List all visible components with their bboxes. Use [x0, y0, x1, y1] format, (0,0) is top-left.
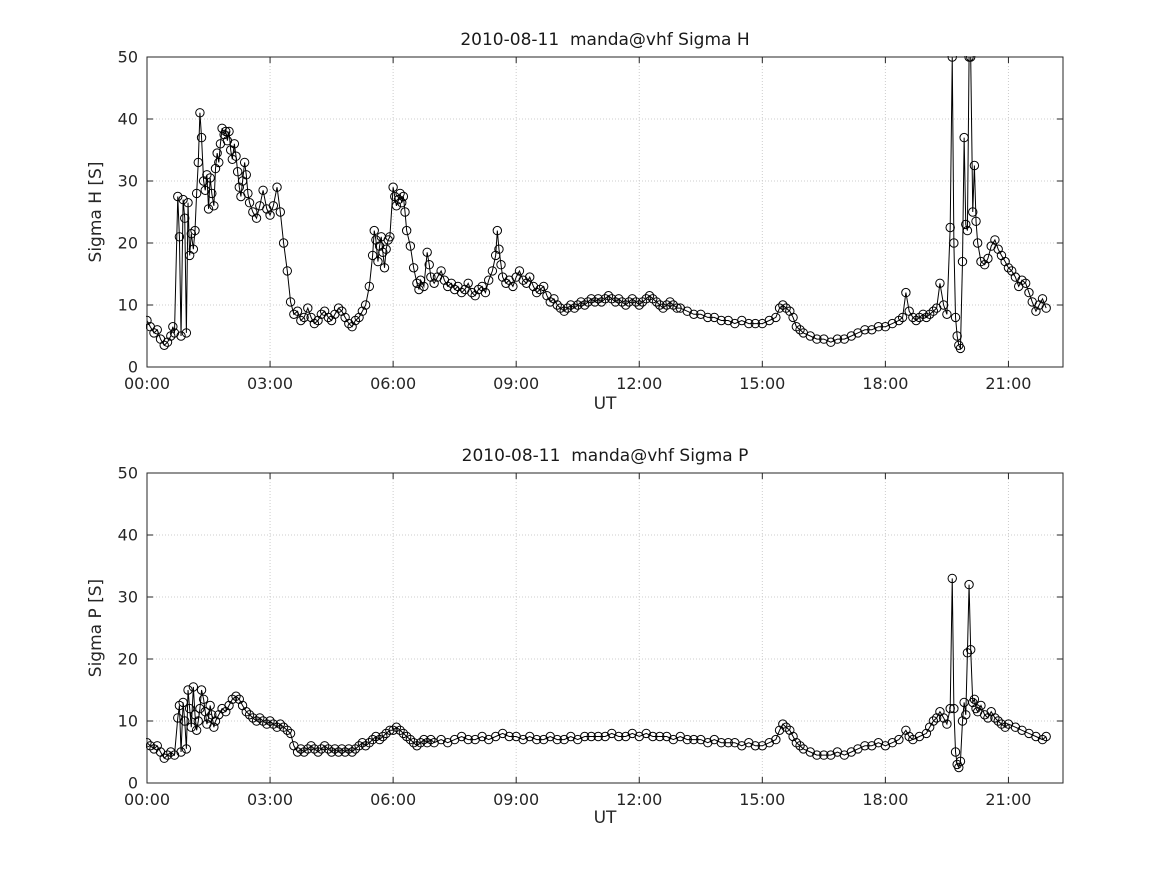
svg-text:09:00: 09:00 [493, 790, 539, 809]
svg-text:10: 10 [118, 712, 138, 731]
sigma-h-chart: 00:00 03:00 06:00 09:00 12:00 15:00 18:00 21:00… [118, 48, 1064, 393]
svg-text:50: 50 [118, 48, 138, 67]
svg-text:15:00: 15:00 [739, 374, 785, 393]
svg-text:0: 0 [128, 774, 138, 793]
sigma-p-chart: 00:00 03:00 06:00 09:00 12:00 15:00 18:00 21:00… [118, 464, 1064, 809]
svg-text:10: 10 [118, 296, 138, 315]
svg-text:40: 40 [118, 526, 138, 545]
svg-text:40: 40 [118, 110, 138, 129]
svg-text:21:00: 21:00 [985, 374, 1031, 393]
sigma-h-title: 2010-08-11 manda@vhf Sigma H [460, 30, 750, 50]
svg-text:00:00: 00:00 [124, 790, 170, 809]
sigma-p-x-axis-label: UT [593, 808, 617, 828]
svg-text:15:00: 15:00 [739, 790, 785, 809]
svg-text:12:00: 12:00 [616, 790, 662, 809]
sigma-p-title: 2010-08-11 manda@vhf Sigma P [461, 446, 749, 466]
svg-text:03:00: 03:00 [247, 790, 293, 809]
svg-text:18:00: 18:00 [862, 374, 908, 393]
svg-text:06:00: 06:00 [370, 374, 416, 393]
svg-text:20: 20 [118, 234, 138, 253]
svg-text:12:00: 12:00 [616, 374, 662, 393]
svg-text:50: 50 [118, 464, 138, 483]
svg-text:03:00: 03:00 [247, 374, 293, 393]
svg-text:09:00: 09:00 [493, 374, 539, 393]
svg-text:00:00: 00:00 [124, 374, 170, 393]
sigma-h-x-axis-label: UT [593, 394, 617, 414]
svg-text:0: 0 [128, 358, 138, 377]
svg-text:06:00: 06:00 [370, 790, 416, 809]
svg-text:18:00: 18:00 [862, 790, 908, 809]
svg-text:30: 30 [118, 588, 138, 607]
svg-text:21:00: 21:00 [985, 790, 1031, 809]
svg-text:20: 20 [118, 650, 138, 669]
svg-text:30: 30 [118, 172, 138, 191]
